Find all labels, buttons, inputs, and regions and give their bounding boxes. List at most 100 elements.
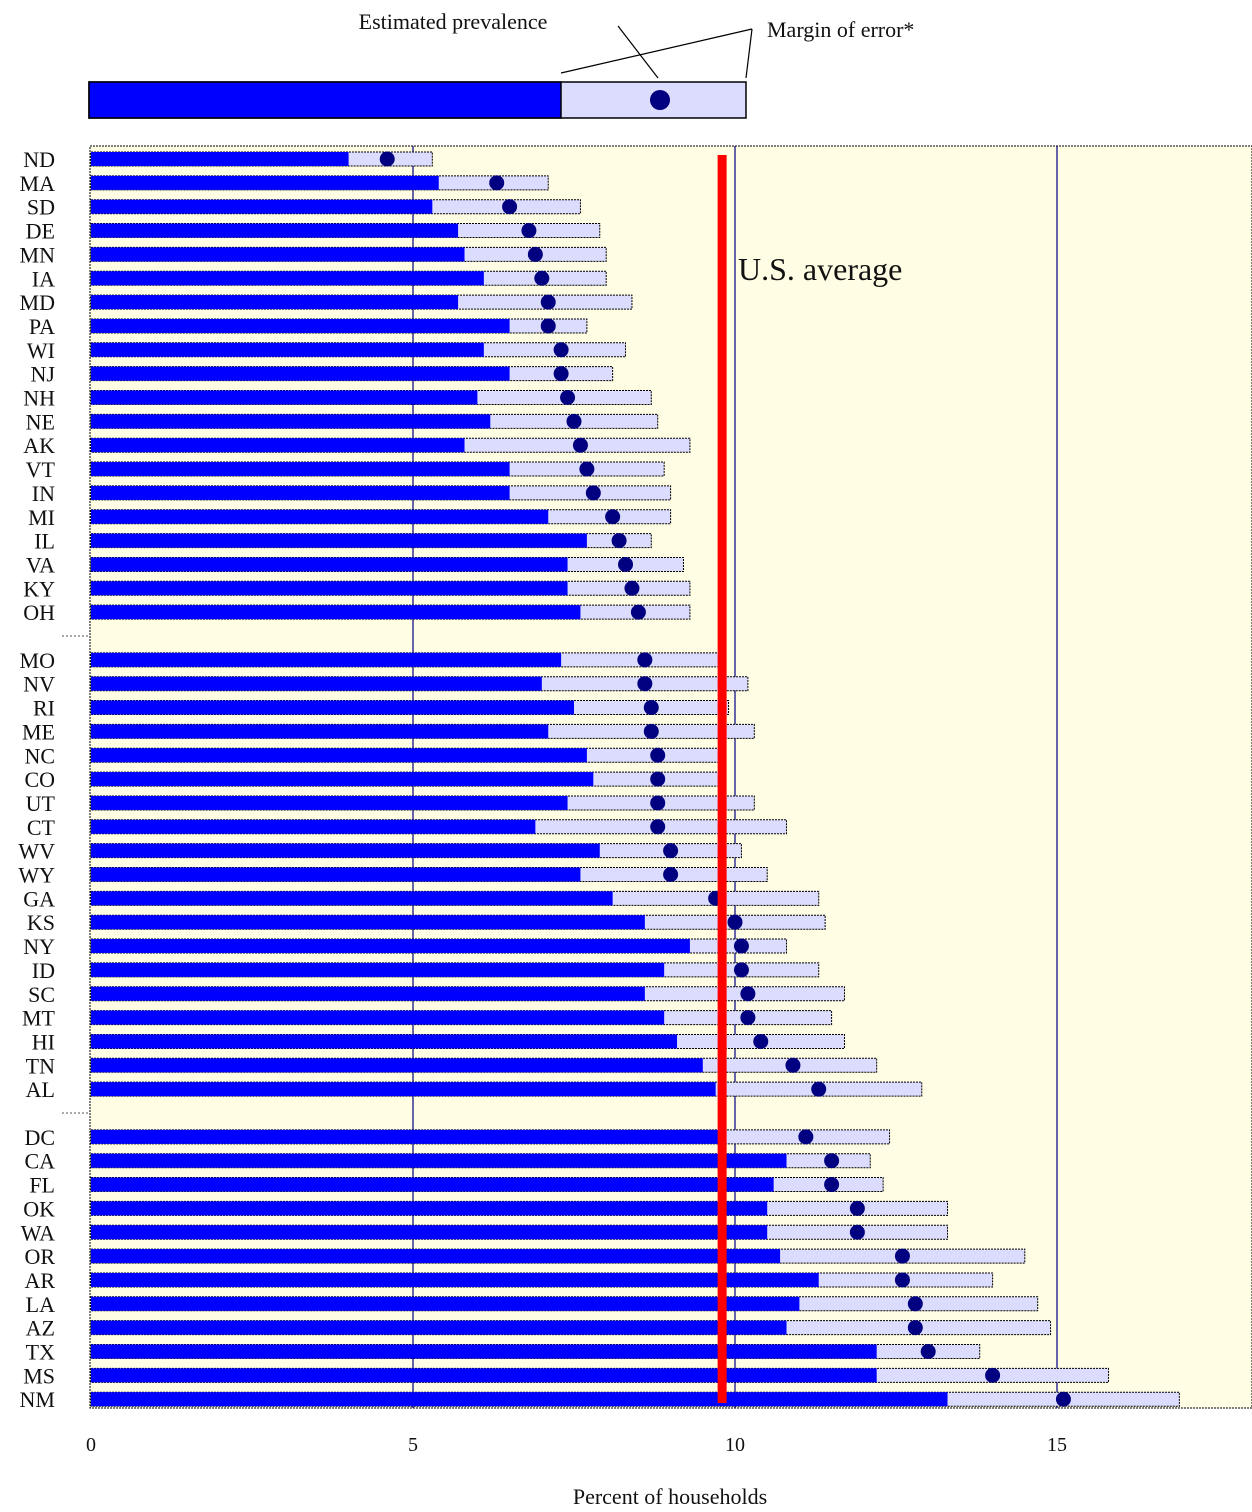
estimate-dot-oh (630, 604, 646, 620)
state-label-ri: RI (33, 696, 55, 721)
state-label-mn: MN (20, 242, 56, 267)
estimate-dot-il (611, 533, 627, 549)
lower-bar-ak (91, 438, 465, 453)
state-label-fl: FL (29, 1173, 55, 1198)
lower-bar-mo (91, 652, 562, 667)
state-label-az: AZ (26, 1316, 55, 1341)
estimate-dot-ca (824, 1153, 840, 1169)
estimate-dot-me (643, 723, 659, 739)
lower-bar-id (91, 962, 665, 977)
estimate-dot-nh (560, 390, 576, 405)
x-tick-labels: 0 5 10 15 (86, 1434, 1067, 1456)
lower-bar-wi (91, 342, 484, 357)
state-label-va: VA (26, 552, 55, 577)
state-label-ok: OK (23, 1196, 55, 1221)
estimate-dot-ri (643, 700, 659, 716)
lower-bar-or (91, 1249, 781, 1264)
state-label-sc: SC (28, 982, 55, 1007)
state-label-sd: SD (27, 195, 55, 220)
state-label-tn: TN (26, 1053, 55, 1078)
x-tick-15: 15 (1047, 1434, 1067, 1456)
lower-bar-pa (91, 318, 510, 333)
estimate-dot-tn (785, 1057, 801, 1073)
estimate-dot-wy (663, 867, 679, 882)
x-axis-label: Percent of households (573, 1484, 767, 1509)
estimate-dot-dc (798, 1129, 814, 1145)
estimate-dot-la (907, 1296, 923, 1312)
lower-bar-fl (91, 1177, 774, 1192)
lower-bar-ky (91, 581, 568, 596)
estimate-dot-hi (753, 1033, 769, 1049)
lower-bar-nv (91, 676, 542, 691)
lower-bar-md (91, 295, 459, 310)
bars (90, 151, 1180, 1407)
state-label-nv: NV (23, 672, 55, 697)
lower-bar-wy (91, 867, 581, 882)
estimate-dot-fl (824, 1177, 840, 1193)
estimate-dot-az (907, 1320, 923, 1336)
state-label-ca: CA (24, 1149, 55, 1174)
estimate-dot-wi (553, 342, 569, 358)
state-label-co: CO (24, 767, 55, 792)
state-label-ks: KS (27, 910, 55, 935)
legend-marks (88, 25, 753, 119)
legend-pointer-moe-low (560, 28, 753, 74)
lower-bar-hi (91, 1034, 678, 1049)
estimate-dot-nj (553, 366, 569, 382)
state-label-me: ME (22, 719, 55, 744)
state-label-md: MD (20, 290, 55, 315)
estimate-dot-mt (740, 1010, 756, 1026)
lower-bar-ks (91, 915, 645, 930)
state-label-wy: WY (18, 863, 55, 888)
lower-bar-de (91, 223, 459, 238)
lower-bar-nm (91, 1392, 948, 1407)
state-label-in: IN (32, 481, 55, 506)
state-label-ut: UT (26, 791, 56, 816)
lower-bar-mn (91, 247, 465, 262)
lower-bar-ia (91, 271, 484, 286)
estimate-dot-co (650, 771, 666, 787)
legend: Estimated prevalence Margin of error* (88, 9, 914, 119)
state-label-de: DE (26, 219, 55, 244)
state-label-nd: ND (23, 147, 55, 172)
estimate-dot-pa (540, 318, 556, 334)
state-labels: NDMASDDEMNIAMDPAWINJNHNEAKVTINMIILVAKYOH… (18, 147, 88, 1412)
lower-bar-ri (91, 700, 574, 715)
lower-bar-sd (91, 199, 433, 214)
lower-bar-tx (91, 1344, 877, 1359)
estimate-dot-ky (624, 580, 640, 596)
lower-bar-ca (91, 1153, 787, 1168)
estimate-dot-wv (663, 843, 679, 859)
state-label-pa: PA (29, 314, 55, 339)
state-label-il: IL (34, 529, 55, 554)
state-label-or: OR (24, 1244, 55, 1269)
estimate-dot-mi (605, 509, 621, 525)
estimate-dot-ms (985, 1367, 1001, 1383)
lower-bar-co (91, 772, 594, 787)
estimate-dot-vt (579, 461, 595, 477)
legend-pointer-moe-high (745, 28, 753, 79)
state-label-oh: OH (23, 600, 55, 625)
estimate-dot-sd (502, 199, 518, 215)
estimate-dot-ut (650, 795, 666, 811)
lower-bar-al (91, 1082, 716, 1097)
lower-bar-ct (91, 819, 536, 834)
estimate-dot-nd (379, 151, 395, 167)
state-label-al: AL (26, 1077, 55, 1102)
lower-bar-mt (91, 1010, 665, 1025)
lower-bar-sc (91, 986, 645, 1001)
lower-bar-mi (91, 509, 549, 524)
lower-bar-ga (91, 891, 613, 906)
us-average-label: U.S. average (738, 251, 902, 287)
state-label-mo: MO (20, 648, 55, 673)
state-label-ga: GA (23, 886, 55, 911)
legend-moe-label: Margin of error* (767, 17, 914, 42)
lower-bar-vt (91, 462, 510, 477)
lower-bar-ms (91, 1368, 877, 1383)
estimate-dot-ma (489, 175, 505, 191)
legend-pointer-estimate (617, 25, 659, 79)
estimate-dot-ks (727, 914, 743, 930)
state-label-ky: KY (23, 576, 55, 601)
legend-estimate-label: Estimated prevalence (359, 9, 548, 34)
